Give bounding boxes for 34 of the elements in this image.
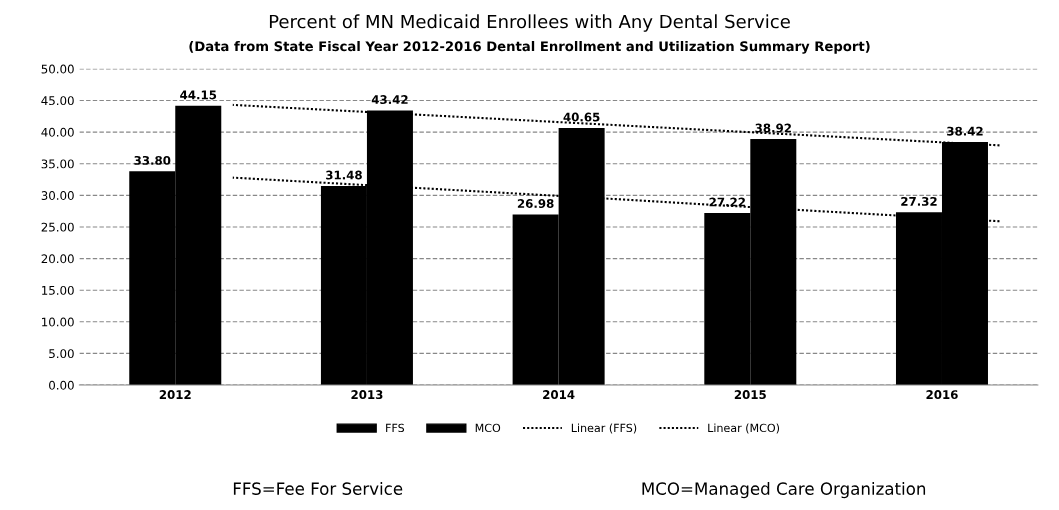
text: FFS=Fee For Service	[233, 482, 403, 495]
y-tick-label: 45.00	[41, 96, 74, 106]
x-tick-label: 2012	[159, 390, 191, 400]
y-tick-label: 20.00	[41, 254, 74, 264]
x-tick-label: 2014	[543, 390, 575, 400]
y-tick-label: 5.00	[49, 349, 74, 359]
x-tick-label: 2015	[734, 390, 766, 400]
data-label: 27.22	[709, 197, 745, 207]
data-label: 44.15	[180, 90, 217, 100]
legend-label: FFS	[386, 423, 405, 433]
legend-label: MCO	[475, 423, 501, 433]
data-label: 33.80	[134, 155, 171, 165]
y-tick-label: 50.00	[41, 64, 74, 74]
x-tick-label: 2013	[351, 390, 383, 400]
text: MCO=Managed Care Organization	[642, 482, 926, 499]
y-tick-label: 10.00	[42, 317, 74, 327]
data-label: 38.42	[947, 126, 983, 136]
data-label: 26.98	[517, 199, 554, 208]
data-label: 27.32	[901, 196, 937, 206]
data-label: 43.42	[371, 95, 408, 105]
legend-label: Linear (MCO)	[708, 423, 780, 434]
legend-label: Linear (FFS)	[571, 423, 637, 434]
y-tick-label: 25.00	[41, 222, 74, 232]
y-tick-label: 35.00	[41, 159, 74, 169]
y-tick-label: 0.00	[49, 380, 74, 390]
y-tick-label: 40.00	[41, 127, 74, 137]
data-label: 38.92	[755, 123, 791, 133]
chart-title: Percent of MN Medicaid Enrollees with Any Dental Service	[269, 14, 790, 32]
y-tick-label: 30.00	[41, 191, 74, 200]
chart-subtitle: (Data from State Fiscal Year 2012-2016 Dental Enrollment and Utilization Summary Report)	[189, 40, 870, 54]
y-tick-label: 15.00	[42, 285, 74, 295]
data-label: 40.65	[563, 112, 600, 122]
x-tick-label: 2016	[926, 390, 958, 400]
data-label: 31.48	[326, 170, 362, 180]
